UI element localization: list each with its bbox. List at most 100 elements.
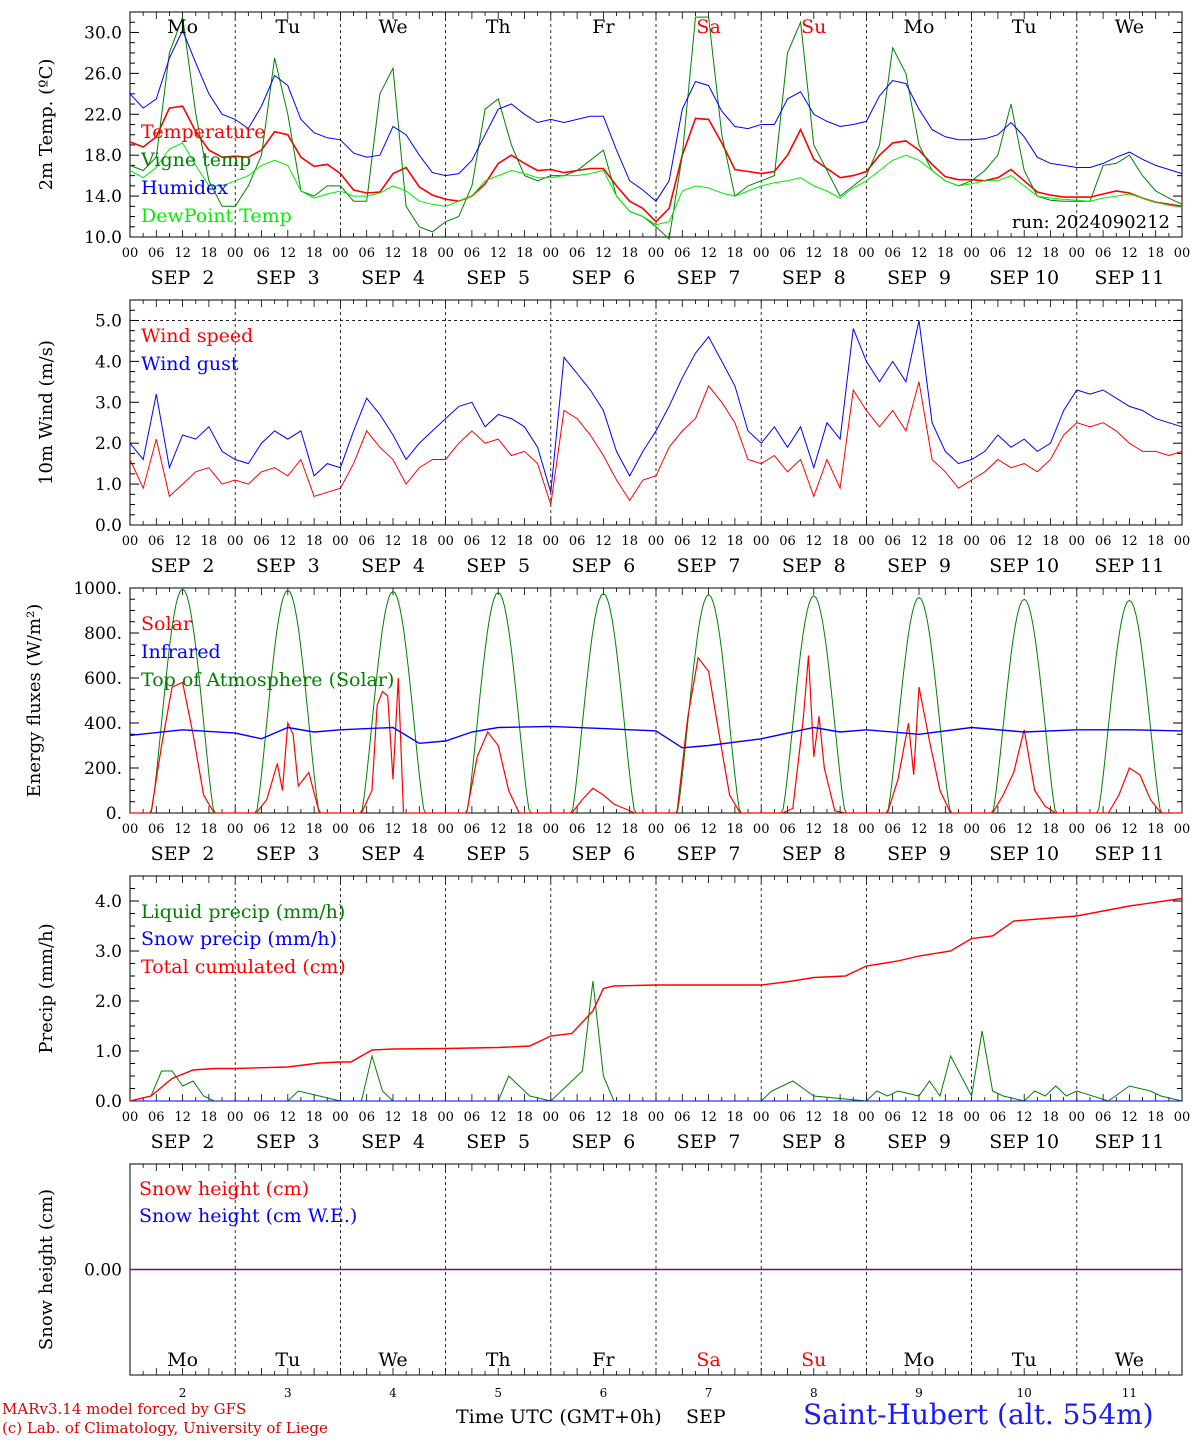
date-label: SEP 6 (571, 1131, 635, 1153)
y-tick-label: 0. (106, 804, 122, 824)
hour-label: 06 (253, 1110, 270, 1125)
date-label: SEP 7 (677, 555, 741, 577)
hour-label: 12 (595, 1110, 612, 1125)
hour-label: 06 (990, 1110, 1007, 1125)
hour-label: 18 (516, 822, 533, 837)
y-tick-label: 3.0 (95, 942, 122, 962)
date-label: SEP 3 (256, 1131, 320, 1153)
y-axis-label: Precip (mm/h) (36, 923, 57, 1053)
hour-label: 06 (148, 246, 165, 261)
date-label: SEP 3 (256, 267, 320, 289)
day-name: Mo (167, 16, 198, 38)
hour-label: 12 (280, 822, 297, 837)
hour-label: 06 (674, 822, 691, 837)
y-tick-label: 1000. (73, 579, 122, 599)
legend-entry: Infrared (141, 641, 221, 663)
day-name: Su (801, 1349, 826, 1371)
series-line (129, 142, 1183, 226)
hour-label: 18 (1147, 1110, 1164, 1125)
hour-label: 06 (884, 534, 901, 549)
hour-label: 18 (1042, 822, 1059, 837)
hour-label: 12 (385, 1110, 402, 1125)
date-label: SEP 8 (782, 267, 846, 289)
hour-label: 00 (332, 534, 349, 549)
date-label: SEP 10 (989, 843, 1059, 865)
hour-label: 18 (411, 822, 428, 837)
hour-label: 00 (858, 534, 875, 549)
hour-label: 00 (1069, 534, 1086, 549)
hour-label: 06 (148, 822, 165, 837)
y-tick-label: 4.0 (95, 892, 122, 912)
hour-label: 00 (648, 1110, 665, 1125)
hour-label: 12 (490, 822, 507, 837)
hour-label: 06 (884, 822, 901, 837)
hour-label: 18 (937, 534, 954, 549)
hour-label: 12 (700, 822, 717, 837)
y-tick-label: 400. (84, 714, 122, 734)
hour-label: 00 (437, 534, 454, 549)
hour-label: 06 (464, 246, 481, 261)
hour-label: 18 (937, 246, 954, 261)
hour-label: 12 (806, 822, 823, 837)
day-number: 2 (179, 1386, 187, 1400)
hour-label: 18 (1147, 534, 1164, 549)
hour-label: 12 (700, 1110, 717, 1125)
hour-label: 00 (437, 822, 454, 837)
hour-label: 18 (516, 1110, 533, 1125)
lab-credit: (c) Lab. of Climatology, University of L… (2, 1419, 328, 1437)
hour-label: 06 (990, 822, 1007, 837)
y-tick-label: 3.0 (95, 393, 122, 413)
y-axis-label: Snow height (cm) (36, 1189, 57, 1350)
hour-label: 18 (727, 822, 744, 837)
hour-label: 12 (1016, 534, 1033, 549)
date-label: SEP 7 (677, 843, 741, 865)
y-tick-label: 22.0 (84, 105, 122, 125)
date-label: SEP 11 (1094, 1131, 1164, 1153)
hour-label: 00 (858, 246, 875, 261)
hour-label: 12 (490, 534, 507, 549)
hour-label: 00 (963, 534, 980, 549)
series-line (129, 320, 1183, 493)
plot-frame (129, 11, 1183, 238)
y-tick-label: 0.0 (95, 1092, 122, 1112)
hour-label: 18 (201, 822, 218, 837)
hour-label: 00 (648, 822, 665, 837)
day-number: 8 (810, 1386, 818, 1400)
day-name: Mo (904, 16, 935, 38)
hour-label: 00 (963, 1110, 980, 1125)
y-axis-label: 10m Wind (m/s) (36, 340, 57, 485)
time-axis-label: Time UTC (GMT+0h) (456, 1406, 662, 1428)
day-number: 11 (1122, 1386, 1137, 1400)
hour-label: 00 (753, 246, 770, 261)
hour-label: 18 (306, 534, 323, 549)
hour-label: 18 (727, 1110, 744, 1125)
hour-label: 00 (543, 822, 560, 837)
hour-label: 12 (385, 246, 402, 261)
day-name: Fr (592, 16, 615, 38)
hour-label: 12 (280, 534, 297, 549)
hour-label: 00 (543, 534, 560, 549)
hour-label: 00 (1174, 534, 1191, 549)
day-name: Su (801, 16, 826, 38)
y-axis-label: 2m Temp. (ºC) (36, 59, 57, 191)
y-tick-label: 26.0 (84, 64, 122, 84)
hour-label: 12 (1121, 822, 1138, 837)
hour-label: 06 (569, 1110, 586, 1125)
date-label: SEP 5 (466, 555, 530, 577)
hour-label: 06 (358, 534, 375, 549)
month-label: SEP (686, 1406, 726, 1428)
date-label: SEP 3 (256, 843, 320, 865)
hour-label: 18 (516, 246, 533, 261)
hour-label: 06 (148, 1110, 165, 1125)
plot-frame (129, 299, 1183, 526)
day-number: 9 (915, 1386, 923, 1400)
date-label: SEP 4 (361, 555, 425, 577)
day-number: 10 (1017, 1386, 1032, 1400)
hour-label: 18 (832, 534, 849, 549)
series-line (129, 16, 1183, 241)
hour-label: 06 (779, 246, 796, 261)
legend-entry: Vigne temp (140, 149, 251, 171)
hour-label: 18 (621, 1110, 638, 1125)
run-annotation: run: 2024090212 (1012, 212, 1170, 233)
